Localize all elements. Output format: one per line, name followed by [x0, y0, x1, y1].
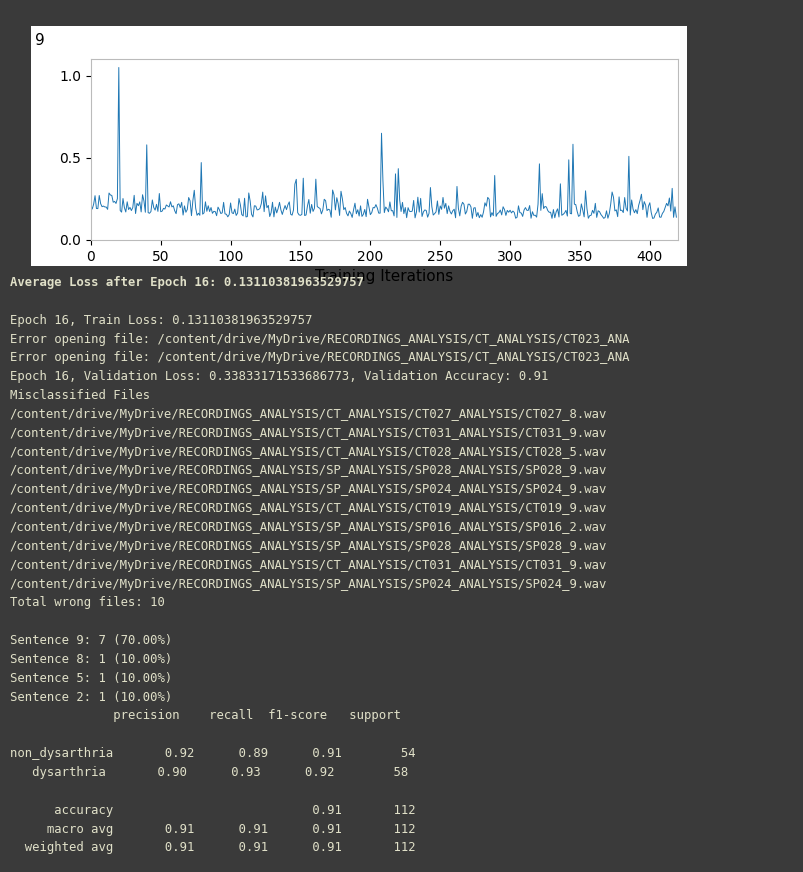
Text: Error opening file: /content/drive/MyDrive/RECORDINGS_ANALYSIS/CT_ANALYSIS/CT023: Error opening file: /content/drive/MyDri…: [10, 332, 629, 345]
Text: Sentence 5: 1 (10.00%): Sentence 5: 1 (10.00%): [10, 671, 172, 685]
Text: /content/drive/MyDrive/RECORDINGS_ANALYSIS/CT_ANALYSIS/CT031_ANALYSIS/CT031_9.wa: /content/drive/MyDrive/RECORDINGS_ANALYS…: [10, 426, 606, 439]
Text: Average Loss after Epoch 16: 0.13110381963529757: Average Loss after Epoch 16: 0.131103819…: [10, 276, 363, 289]
Text: /content/drive/MyDrive/RECORDINGS_ANALYSIS/CT_ANALYSIS/CT031_ANALYSIS/CT031_9.wa: /content/drive/MyDrive/RECORDINGS_ANALYS…: [10, 559, 606, 572]
Text: Epoch 16, Validation Loss: 0.33833171533686773, Validation Accuracy: 0.91: Epoch 16, Validation Loss: 0.33833171533…: [10, 371, 548, 383]
Text: macro avg       0.91      0.91      0.91       112: macro avg 0.91 0.91 0.91 112: [10, 822, 415, 835]
Text: /content/drive/MyDrive/RECORDINGS_ANALYSIS/CT_ANALYSIS/CT019_ANALYSIS/CT019_9.wa: /content/drive/MyDrive/RECORDINGS_ANALYS…: [10, 502, 606, 515]
X-axis label: Training Iterations: Training Iterations: [315, 269, 453, 284]
Text: Error opening file: /content/drive/MyDrive/RECORDINGS_ANALYSIS/CT_ANALYSIS/CT023: Error opening file: /content/drive/MyDri…: [10, 351, 629, 364]
Text: 9: 9: [35, 33, 44, 48]
Text: Misclassified Files: Misclassified Files: [10, 389, 149, 402]
Text: /content/drive/MyDrive/RECORDINGS_ANALYSIS/SP_ANALYSIS/SP024_ANALYSIS/SP024_9.wa: /content/drive/MyDrive/RECORDINGS_ANALYS…: [10, 577, 606, 590]
Text: /content/drive/MyDrive/RECORDINGS_ANALYSIS/SP_ANALYSIS/SP028_ANALYSIS/SP028_9.wa: /content/drive/MyDrive/RECORDINGS_ANALYS…: [10, 465, 606, 478]
Text: precision    recall  f1-score   support: precision recall f1-score support: [10, 710, 400, 722]
Text: Sentence 9: 7 (70.00%): Sentence 9: 7 (70.00%): [10, 634, 172, 647]
Text: /content/drive/MyDrive/RECORDINGS_ANALYSIS/SP_ANALYSIS/SP016_ANALYSIS/SP016_2.wa: /content/drive/MyDrive/RECORDINGS_ANALYS…: [10, 521, 606, 534]
Text: non_dysarthria       0.92      0.89      0.91        54: non_dysarthria 0.92 0.89 0.91 54: [10, 747, 415, 760]
Text: Epoch 16, Train Loss: 0.13110381963529757: Epoch 16, Train Loss: 0.1311038196352975…: [10, 314, 312, 327]
Text: /content/drive/MyDrive/RECORDINGS_ANALYSIS/CT_ANALYSIS/CT028_ANALYSIS/CT028_5.wa: /content/drive/MyDrive/RECORDINGS_ANALYS…: [10, 446, 606, 459]
Text: Total wrong files: 10: Total wrong files: 10: [10, 596, 165, 610]
Text: Sentence 2: 1 (10.00%): Sentence 2: 1 (10.00%): [10, 691, 172, 704]
Text: dysarthria       0.90      0.93      0.92        58: dysarthria 0.90 0.93 0.92 58: [10, 766, 407, 779]
Text: accuracy                           0.91       112: accuracy 0.91 112: [10, 804, 415, 817]
Text: /content/drive/MyDrive/RECORDINGS_ANALYSIS/SP_ANALYSIS/SP028_ANALYSIS/SP028_9.wa: /content/drive/MyDrive/RECORDINGS_ANALYS…: [10, 540, 606, 553]
Text: weighted avg       0.91      0.91      0.91       112: weighted avg 0.91 0.91 0.91 112: [10, 841, 415, 855]
Text: /content/drive/MyDrive/RECORDINGS_ANALYSIS/SP_ANALYSIS/SP024_ANALYSIS/SP024_9.wa: /content/drive/MyDrive/RECORDINGS_ANALYS…: [10, 483, 606, 496]
Text: /content/drive/MyDrive/RECORDINGS_ANALYSIS/CT_ANALYSIS/CT027_ANALYSIS/CT027_8.wa: /content/drive/MyDrive/RECORDINGS_ANALYS…: [10, 408, 606, 421]
Text: Sentence 8: 1 (10.00%): Sentence 8: 1 (10.00%): [10, 653, 172, 666]
